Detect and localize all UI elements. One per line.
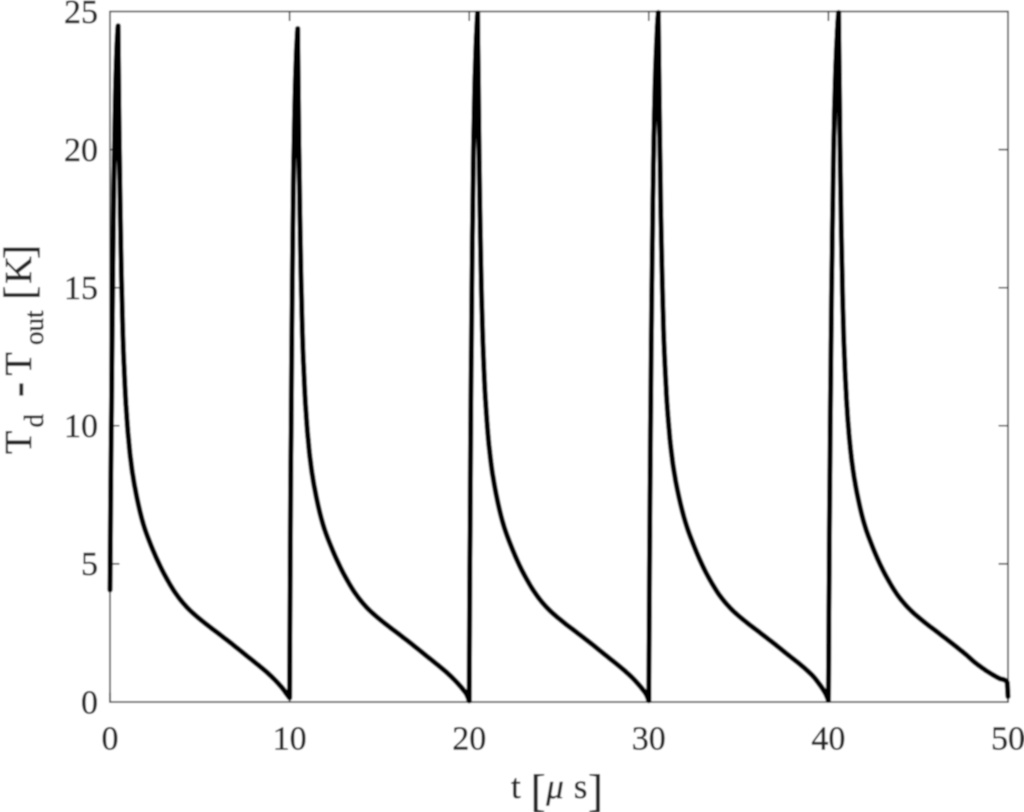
svg-text:Td- Tout[K]: Td- Tout[K] [0,245,49,454]
svg-text:40: 40 [811,721,845,758]
svg-text:20: 20 [452,721,486,758]
svg-text:0: 0 [81,684,98,721]
svg-text:50: 50 [991,721,1024,758]
svg-text:10: 10 [64,408,98,445]
svg-text:15: 15 [64,270,98,307]
svg-text:25: 25 [64,0,98,31]
svg-text:5: 5 [81,546,98,583]
svg-text:10: 10 [273,721,307,758]
svg-text:0: 0 [102,721,119,758]
svg-text:20: 20 [64,132,98,169]
svg-text:t [μ s]: t [μ s] [511,766,603,812]
svg-text:30: 30 [632,721,666,758]
